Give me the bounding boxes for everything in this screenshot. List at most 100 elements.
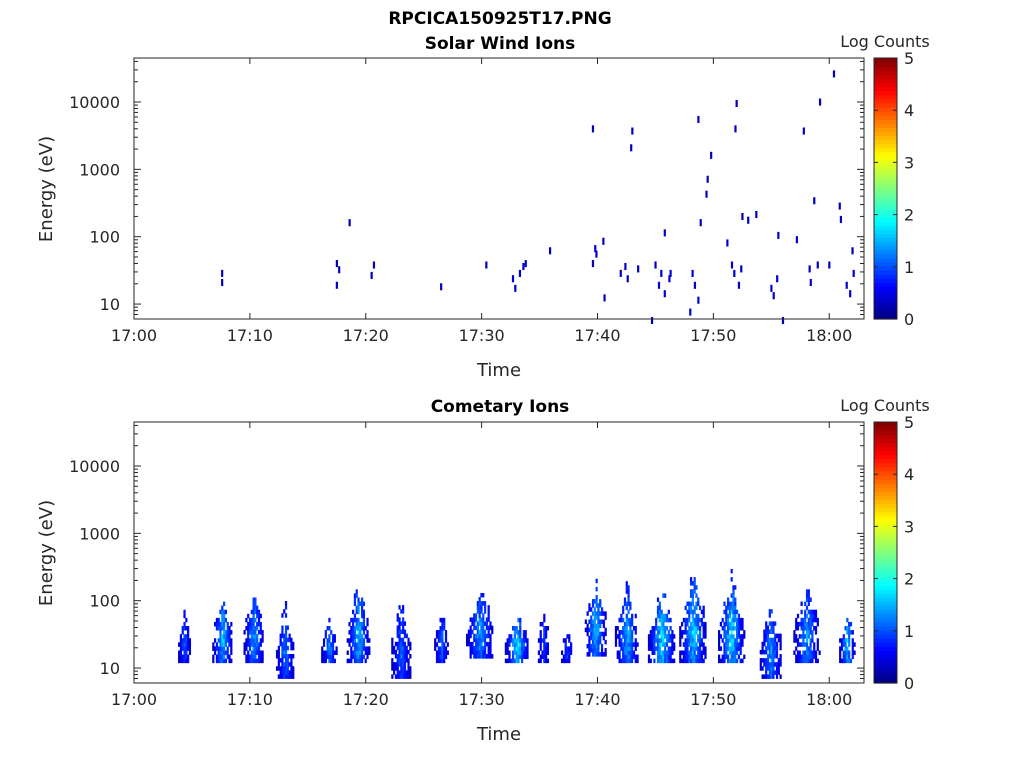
data-cell — [247, 654, 250, 660]
data-cell — [761, 658, 764, 663]
data-cell — [214, 621, 217, 627]
data-cell — [766, 645, 770, 651]
data-cell — [772, 621, 775, 626]
data-cell — [228, 634, 231, 639]
data-cell — [353, 613, 357, 619]
data-cell — [483, 637, 487, 643]
data-cell — [723, 650, 726, 655]
data-cell — [288, 670, 291, 675]
data-cell — [800, 621, 803, 627]
data-cell — [359, 630, 362, 635]
data-cell — [665, 658, 669, 664]
data-cell — [439, 617, 442, 623]
data-cell — [403, 654, 407, 659]
data-cell — [723, 601, 726, 607]
data-cell — [770, 645, 773, 651]
data-cell — [513, 658, 516, 664]
data-cell — [665, 634, 669, 639]
data-cell — [667, 634, 670, 639]
data-cell — [545, 642, 548, 647]
data-cell — [595, 631, 598, 637]
data-cell — [324, 658, 327, 664]
data-cell — [770, 662, 773, 667]
y-tick-label: 10 — [100, 659, 120, 678]
data-cell — [763, 662, 766, 667]
data-cell — [444, 654, 448, 660]
data-cell — [805, 642, 809, 647]
data-cell — [217, 646, 220, 651]
data-cell — [259, 642, 262, 647]
data-cell — [279, 637, 282, 643]
data-cell — [772, 666, 775, 671]
colorbar-segment — [874, 70, 897, 75]
data-cell — [765, 637, 768, 643]
data-cell — [321, 646, 324, 651]
data-cell — [693, 621, 696, 627]
data-cell — [595, 611, 598, 616]
data-cell — [522, 650, 525, 655]
data-cell — [335, 260, 338, 268]
data-cell — [405, 649, 408, 655]
data-cell — [732, 589, 735, 594]
data-cell — [248, 617, 252, 623]
y-tick-label: 1000 — [79, 524, 120, 543]
data-cell — [506, 642, 509, 647]
data-cell — [776, 275, 779, 283]
data-cell — [465, 637, 469, 643]
data-cell — [543, 617, 546, 623]
data-cell — [444, 650, 448, 655]
data-cell — [228, 626, 231, 631]
data-cell — [279, 641, 282, 647]
data-cell — [807, 621, 810, 627]
data-cell — [513, 630, 516, 635]
data-cell — [326, 650, 329, 655]
data-cell — [361, 621, 364, 627]
data-cell — [630, 144, 633, 152]
colorbar-segment — [874, 515, 897, 521]
data-cell — [623, 597, 627, 602]
data-cell — [816, 261, 819, 269]
data-cell — [718, 654, 721, 660]
data-cell — [221, 626, 224, 631]
data-cell — [658, 609, 661, 615]
data-cell — [471, 645, 474, 651]
data-cell — [811, 621, 814, 627]
data-cell — [391, 637, 394, 643]
data-cell — [662, 658, 665, 664]
data-cell — [511, 658, 515, 664]
data-cell — [667, 609, 670, 615]
data-cell — [279, 666, 282, 671]
data-cell — [667, 630, 670, 635]
data-cell — [403, 658, 407, 663]
colorbar-segment — [874, 585, 897, 590]
data-cell — [625, 634, 628, 639]
data-cell — [600, 643, 604, 649]
data-cell — [809, 609, 812, 615]
data-cell — [723, 621, 726, 627]
data-cell — [543, 626, 546, 631]
data-cell — [183, 609, 186, 615]
data-cell — [400, 609, 403, 614]
data-cell — [487, 641, 490, 647]
data-cell — [741, 212, 744, 221]
data-cell — [599, 603, 602, 608]
data-cell — [597, 627, 600, 633]
data-cell — [403, 670, 407, 675]
data-cell — [474, 654, 478, 659]
data-cell — [361, 609, 364, 615]
data-cell — [814, 609, 818, 615]
data-cell — [247, 650, 250, 655]
data-cell — [616, 650, 619, 655]
data-cell — [653, 638, 656, 643]
data-cell — [691, 650, 694, 655]
data-cell — [482, 613, 485, 618]
data-cell — [396, 670, 399, 675]
data-cell — [284, 637, 288, 643]
data-cell — [622, 634, 625, 639]
data-cell — [660, 650, 663, 655]
data-cell — [331, 650, 335, 655]
colorbar-segment — [874, 629, 897, 635]
x-axis-label-solar-wind: Time — [476, 360, 521, 381]
data-cell — [656, 597, 660, 602]
data-cell — [851, 638, 854, 643]
